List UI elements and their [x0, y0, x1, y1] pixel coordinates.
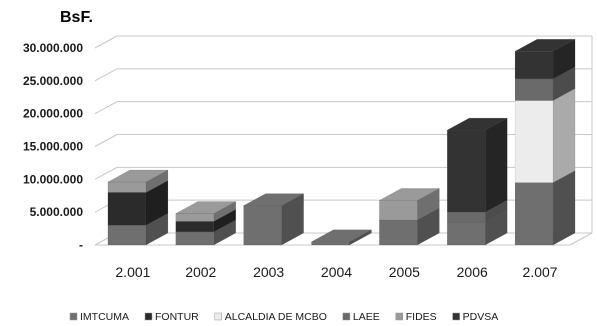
legend-item: PDVSA — [452, 311, 499, 323]
bar-segment — [514, 38, 576, 80]
bar-segment — [514, 170, 576, 246]
bars — [107, 38, 576, 246]
bar-segment — [175, 219, 237, 246]
legend-label: PDVSA — [463, 311, 499, 323]
y-tick-label: 5.000.000 — [30, 205, 84, 219]
y-tick-label: 10.000.000 — [23, 172, 83, 186]
legend-item: ALCALDIA DE MCBO — [214, 311, 327, 323]
x-category-label: 2.007 — [523, 264, 558, 280]
gridline-depth — [94, 134, 118, 147]
y-tick-label: 30.000.000 — [23, 41, 83, 55]
legend-swatch — [342, 312, 351, 321]
legend-item: LAEE — [342, 311, 380, 323]
x-category-label: 2004 — [321, 264, 352, 280]
legend-label: ALCALDIA DE MCBO — [225, 311, 327, 323]
bar-segment — [514, 66, 576, 101]
bar-segment — [107, 169, 169, 193]
bar-segment — [379, 187, 440, 221]
legend-label: LAEE — [353, 311, 380, 323]
y-axis-tick-labels: - 5.000.000 10.000.000 15.000.000 20.000.000… — [23, 41, 83, 252]
x-axis-category-labels: 2.001 2002 2003 2004 2005 2006 2.007 — [115, 264, 557, 280]
y-tick-label: - — [79, 238, 83, 252]
bar-segment — [107, 212, 169, 246]
y-tick-label: 15.000.000 — [23, 140, 83, 154]
legend-item: IMTCUMA — [69, 311, 129, 323]
bar-segment — [446, 209, 508, 246]
x-category-label: 2003 — [253, 264, 284, 280]
legend-label: FIDES — [406, 311, 437, 323]
bar-segment — [243, 193, 304, 246]
x-category-label: 2.001 — [115, 264, 150, 280]
x-category-label: 2005 — [389, 264, 420, 280]
bar-segment — [379, 207, 440, 246]
y-tick-label: 25.000.000 — [23, 74, 83, 88]
legend-swatch — [214, 312, 222, 321]
legend: IMTCUMA FONTUR ALCALDIA DE MCBO LAEE FIDES PD… — [69, 311, 499, 323]
legend-swatch — [452, 312, 460, 321]
legend-swatch — [395, 312, 403, 321]
unit-label: BsF. — [60, 9, 93, 26]
y-tick-label: 20.000.000 — [23, 107, 83, 121]
gridline-depth — [94, 166, 118, 180]
bar-segment — [446, 199, 508, 223]
legend-swatch — [144, 312, 153, 321]
legend-item: FONTUR — [144, 311, 199, 323]
legend-label: FONTUR — [155, 311, 199, 323]
legend-swatch — [69, 312, 78, 321]
x-category-label: 2006 — [457, 264, 488, 280]
bar-segment — [514, 88, 576, 184]
legend-item: FIDES — [395, 311, 437, 323]
x-category-label: 2002 — [185, 264, 216, 280]
bar-segment — [107, 180, 169, 226]
bar-segment — [446, 117, 508, 213]
gridline-depth — [94, 35, 118, 49]
gridline-depth — [94, 68, 118, 82]
floor-side-edge — [569, 232, 593, 246]
legend-label: IMTCUMA — [80, 311, 129, 323]
gridline-depth — [94, 101, 118, 115]
bar-segment — [311, 229, 372, 246]
bar-segment — [175, 201, 237, 222]
